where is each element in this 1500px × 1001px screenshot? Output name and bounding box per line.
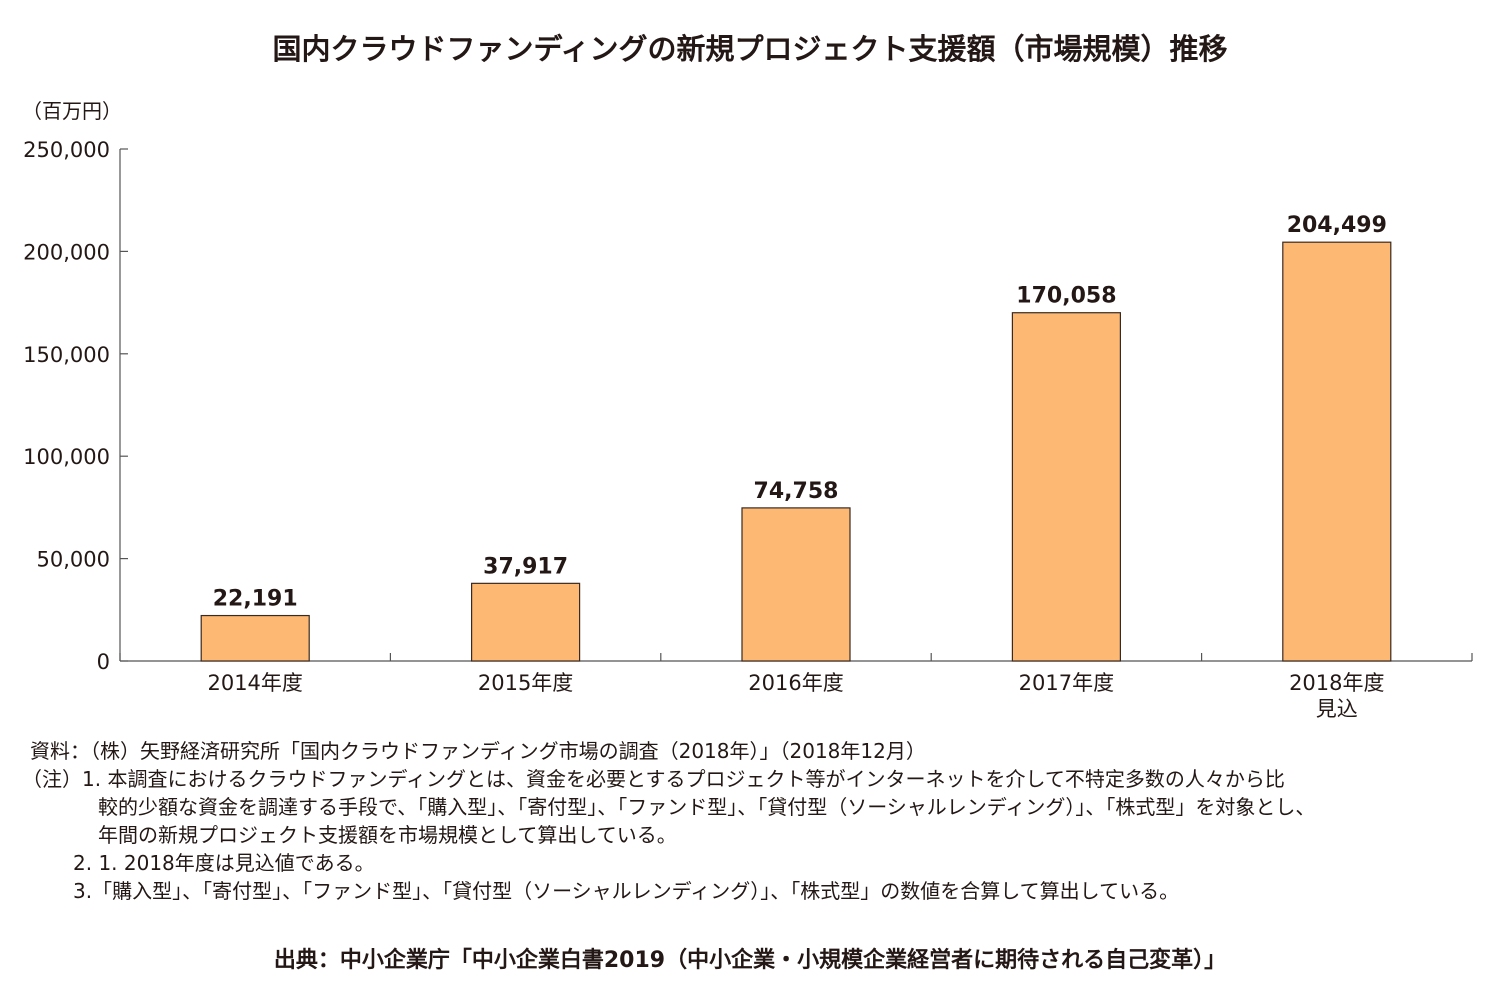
x-tick-label: 2015年度 xyxy=(478,671,573,695)
bar xyxy=(200,614,310,662)
y-tick-label: 0 xyxy=(97,650,110,674)
x-tick-label: 2017年度 xyxy=(1019,671,1114,695)
x-tick-label: 2018年度 xyxy=(1289,671,1384,695)
bar xyxy=(1282,241,1392,662)
note-2: 2. 1. 2018年度は見込値である。 xyxy=(73,851,375,875)
note-1-line-1: （注）1. 本調査におけるクラウドファンディングとは、資金を必要とするプロジェク… xyxy=(22,767,1285,791)
notes: 資料：（株）矢野経済研究所「国内クラウドファンディング市場の調査（2018年）」… xyxy=(22,737,1316,905)
y-tick-label: 250,000 xyxy=(23,138,110,162)
note-1-line-2: 較的少額な資金を調達する手段で、「購入型」、「寄付型」、「ファンド型」、「貸付型… xyxy=(98,795,1316,819)
data-label: 170,058 xyxy=(1016,284,1116,309)
x-tick-label: 2014年度 xyxy=(207,671,302,695)
y-axis-label: （百万円） xyxy=(22,99,122,123)
bar xyxy=(471,582,581,662)
y-tick-label: 200,000 xyxy=(23,240,110,264)
x-tick-label: 2016年度 xyxy=(748,671,843,695)
data-label: 74,758 xyxy=(754,479,839,504)
note-3: 3.「購入型」、「寄付型」、「ファンド型」、「貸付型（ソーシャルレンディング）」… xyxy=(73,879,1180,903)
y-tick-label: 150,000 xyxy=(23,343,110,367)
data-label: 22,191 xyxy=(213,587,298,612)
y-tick-label: 100,000 xyxy=(23,445,110,469)
data-source-line: 資料：（株）矢野経済研究所「国内クラウドファンディング市場の調査（2018年）」… xyxy=(30,739,926,763)
y-tick-label: 50,000 xyxy=(37,548,110,572)
chart-title: 国内クラウドファンディングの新規プロジェクト支援額（市場規模）推移 xyxy=(272,32,1228,66)
bar xyxy=(1011,312,1122,662)
bar-chart: （百万円） 0 50,000 100,000 150,000 200,000 250,00… xyxy=(22,99,1473,721)
data-label: 37,917 xyxy=(483,554,568,579)
data-label: 204,499 xyxy=(1287,213,1387,238)
bar xyxy=(741,507,851,662)
footer-source: 出典：中小企業庁「中小企業白書2019（中小企業・小規模企業経営者に期待される自… xyxy=(273,948,1227,973)
x-tick-label: 見込 xyxy=(1316,697,1358,721)
note-1-line-3: 年間の新規プロジェクト支援額を市場規模として算出している。 xyxy=(98,823,677,847)
